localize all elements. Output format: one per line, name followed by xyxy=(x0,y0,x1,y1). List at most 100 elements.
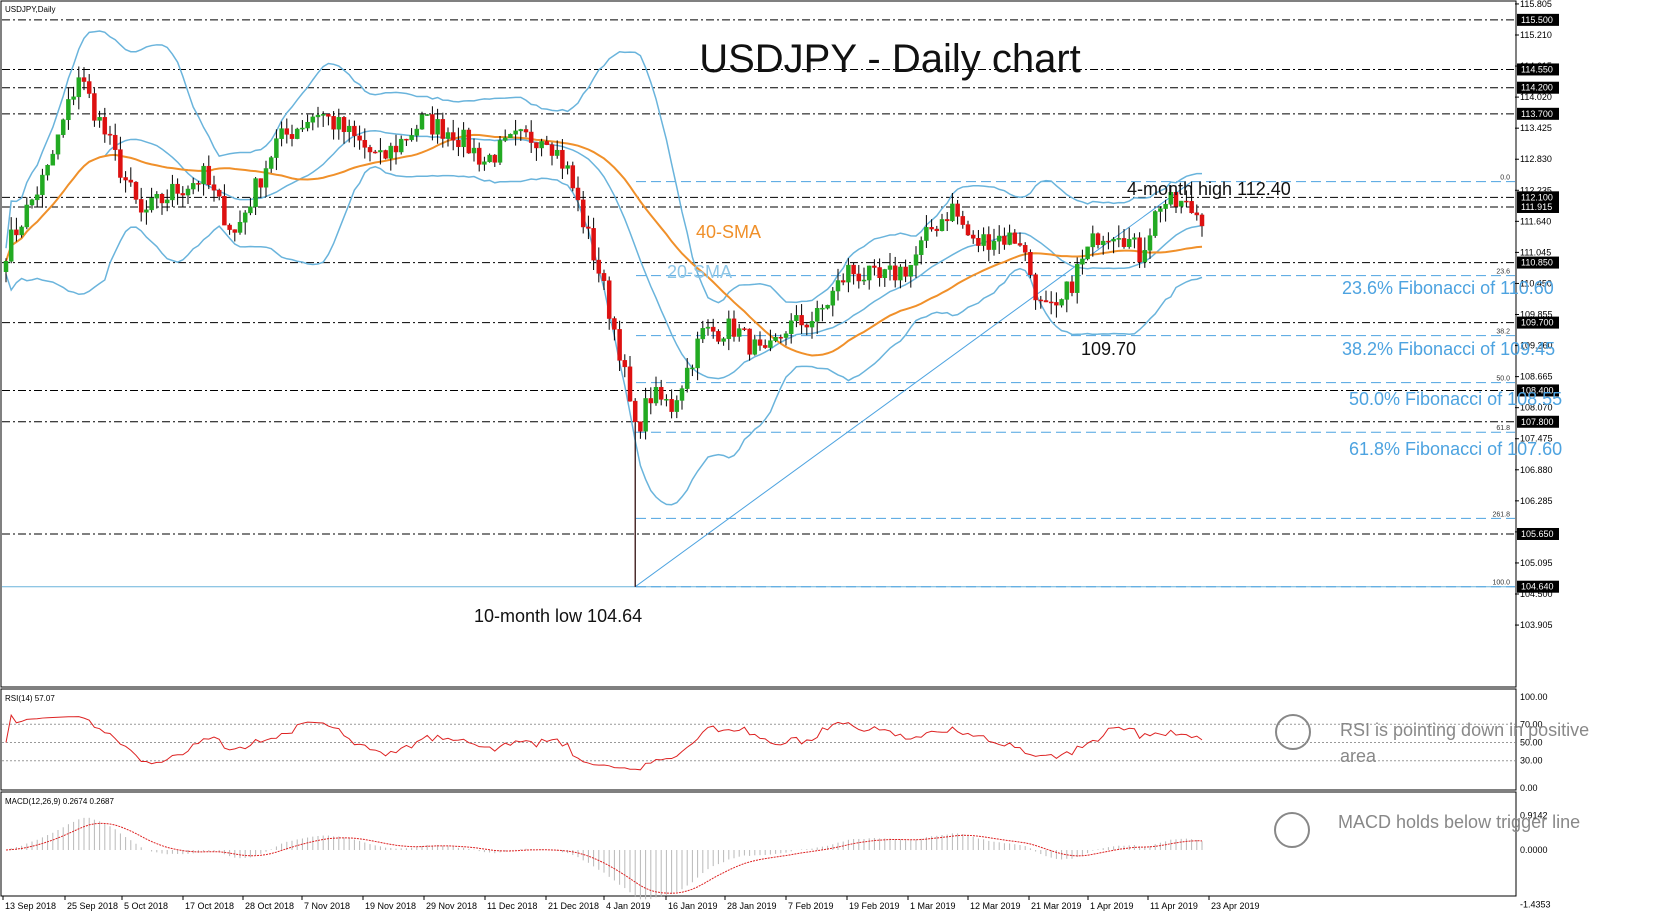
candle-body-209 xyxy=(1090,233,1096,248)
candle-body-41 xyxy=(216,189,222,197)
candle-body-86 xyxy=(450,132,456,141)
annotation-20-sma: 20-SMA xyxy=(667,262,732,282)
candle-body-11 xyxy=(60,119,66,135)
candle-body-38 xyxy=(201,165,206,185)
level-tag-bg-2 xyxy=(1517,81,1559,94)
candle-body-117 xyxy=(612,318,617,330)
candle-body-185 xyxy=(965,224,971,236)
y-tick-label-3: 114.020 xyxy=(1520,92,1552,102)
candle-body-124 xyxy=(648,398,654,404)
y-tick-label-12: 108.665 xyxy=(1520,372,1553,382)
candle-body-193 xyxy=(1007,232,1012,245)
candle-body-214 xyxy=(1116,238,1122,240)
level-tag-bg-4 xyxy=(1517,191,1559,204)
candle-body-148 xyxy=(773,337,778,341)
candle-body-51 xyxy=(268,157,274,169)
candle-body-217 xyxy=(1132,237,1137,240)
y-tick-label-4: 113.425 xyxy=(1520,123,1552,133)
macd-tick-1: 0.0000 xyxy=(1520,845,1548,855)
candle-body-47 xyxy=(248,206,253,214)
candle-body-224 xyxy=(1168,191,1174,205)
candle-body-15 xyxy=(81,77,87,82)
candle-body-159 xyxy=(830,290,836,306)
candle-body-107 xyxy=(560,149,565,169)
candle-body-199 xyxy=(1038,299,1044,302)
candle-body-75 xyxy=(393,145,399,153)
candle-body-43 xyxy=(227,224,232,230)
candle-body-194 xyxy=(1012,232,1018,244)
candle-body-5 xyxy=(29,199,35,206)
candle-body-157 xyxy=(820,307,825,310)
level-tag-bg-8 xyxy=(1517,384,1559,397)
candle-body-228 xyxy=(1189,201,1194,214)
rsi-note-line-1: RSI is pointing down in positive xyxy=(1340,720,1589,740)
candle-body-25 xyxy=(133,181,139,200)
candle-body-67 xyxy=(352,125,357,137)
candle-body-8 xyxy=(45,164,50,176)
candle-body-202 xyxy=(1054,302,1059,306)
y-tick-label-5: 112.830 xyxy=(1520,154,1552,164)
candle-body-22 xyxy=(118,149,123,178)
level-tag-7: 109.700 xyxy=(1521,318,1554,328)
candle-body-102 xyxy=(534,142,539,149)
candle-body-10 xyxy=(55,134,61,155)
candle-body-132 xyxy=(690,367,695,370)
candle-body-126 xyxy=(658,387,664,400)
candle-body-197 xyxy=(1028,252,1033,275)
candle-body-131 xyxy=(684,367,690,389)
x-tick-label-15: 1 Mar 2019 xyxy=(910,901,956,911)
candle-body-136 xyxy=(710,326,716,332)
x-tick-label-1: 25 Sep 2018 xyxy=(67,901,118,911)
candle-body-144 xyxy=(752,339,758,355)
y-tick-label-18: 105.095 xyxy=(1520,558,1553,568)
candle-body-191 xyxy=(996,235,1002,242)
rsi-highlight-circle xyxy=(1275,714,1311,750)
annotation-40-sma: 40-SMA xyxy=(696,222,761,242)
candle-body-145 xyxy=(757,339,763,346)
candle-body-142 xyxy=(742,328,747,330)
x-tick-label-17: 21 Mar 2019 xyxy=(1031,901,1082,911)
candle-body-14 xyxy=(76,77,82,98)
candle-body-152 xyxy=(794,315,799,321)
candle-body-61 xyxy=(320,114,326,116)
candle-body-164 xyxy=(856,273,862,282)
candle-body-32 xyxy=(170,183,175,201)
x-tick-label-2: 5 Oct 2018 xyxy=(124,901,168,911)
annotation-4-month-high: 4-month high 112.40 xyxy=(1127,179,1291,199)
candle-body-29 xyxy=(154,194,160,199)
level-tag-bg-3 xyxy=(1517,107,1559,120)
candle-body-17 xyxy=(92,93,97,121)
candle-body-31 xyxy=(164,199,170,204)
candle-body-36 xyxy=(190,183,196,190)
candle-body-192 xyxy=(1002,235,1007,245)
candle-body-108 xyxy=(565,165,570,169)
macd-tick-2: -1.4353 xyxy=(1520,900,1551,910)
y-tick-label-19: 104.500 xyxy=(1520,589,1553,599)
candle-body-195 xyxy=(1017,243,1023,246)
candle-body-54 xyxy=(284,128,290,135)
candle-body-141 xyxy=(736,328,742,337)
rsi-label: RSI(14) 57.07 xyxy=(5,694,55,703)
candle-body-213 xyxy=(1111,238,1116,242)
candle-body-219 xyxy=(1142,250,1148,263)
level-tag-5: 111.915 xyxy=(1521,202,1552,212)
x-tick-label-5: 7 Nov 2018 xyxy=(304,901,350,911)
candle-body-226 xyxy=(1178,200,1184,207)
candle-body-180 xyxy=(939,219,945,232)
candle-body-45 xyxy=(237,221,243,233)
candle-body-206 xyxy=(1074,263,1080,293)
candle-body-93 xyxy=(487,154,492,163)
macd-highlight-circle xyxy=(1274,812,1310,848)
candle-body-137 xyxy=(716,331,721,342)
candle-body-154 xyxy=(804,324,810,328)
candle-body-169 xyxy=(882,269,888,278)
candle-body-171 xyxy=(892,265,898,281)
x-tick-label-14: 19 Feb 2019 xyxy=(849,901,900,911)
candle-body-187 xyxy=(976,238,981,246)
bollinger-upper xyxy=(5,30,1203,304)
x-tick-label-0: 13 Sep 2018 xyxy=(5,901,56,911)
fib-label-50-0: 50.0% Fibonacci of 108.55 xyxy=(1349,389,1562,409)
candle-body-62 xyxy=(326,114,331,117)
candle-body-59 xyxy=(310,116,316,123)
x-tick-label-10: 4 Jan 2019 xyxy=(606,901,651,911)
